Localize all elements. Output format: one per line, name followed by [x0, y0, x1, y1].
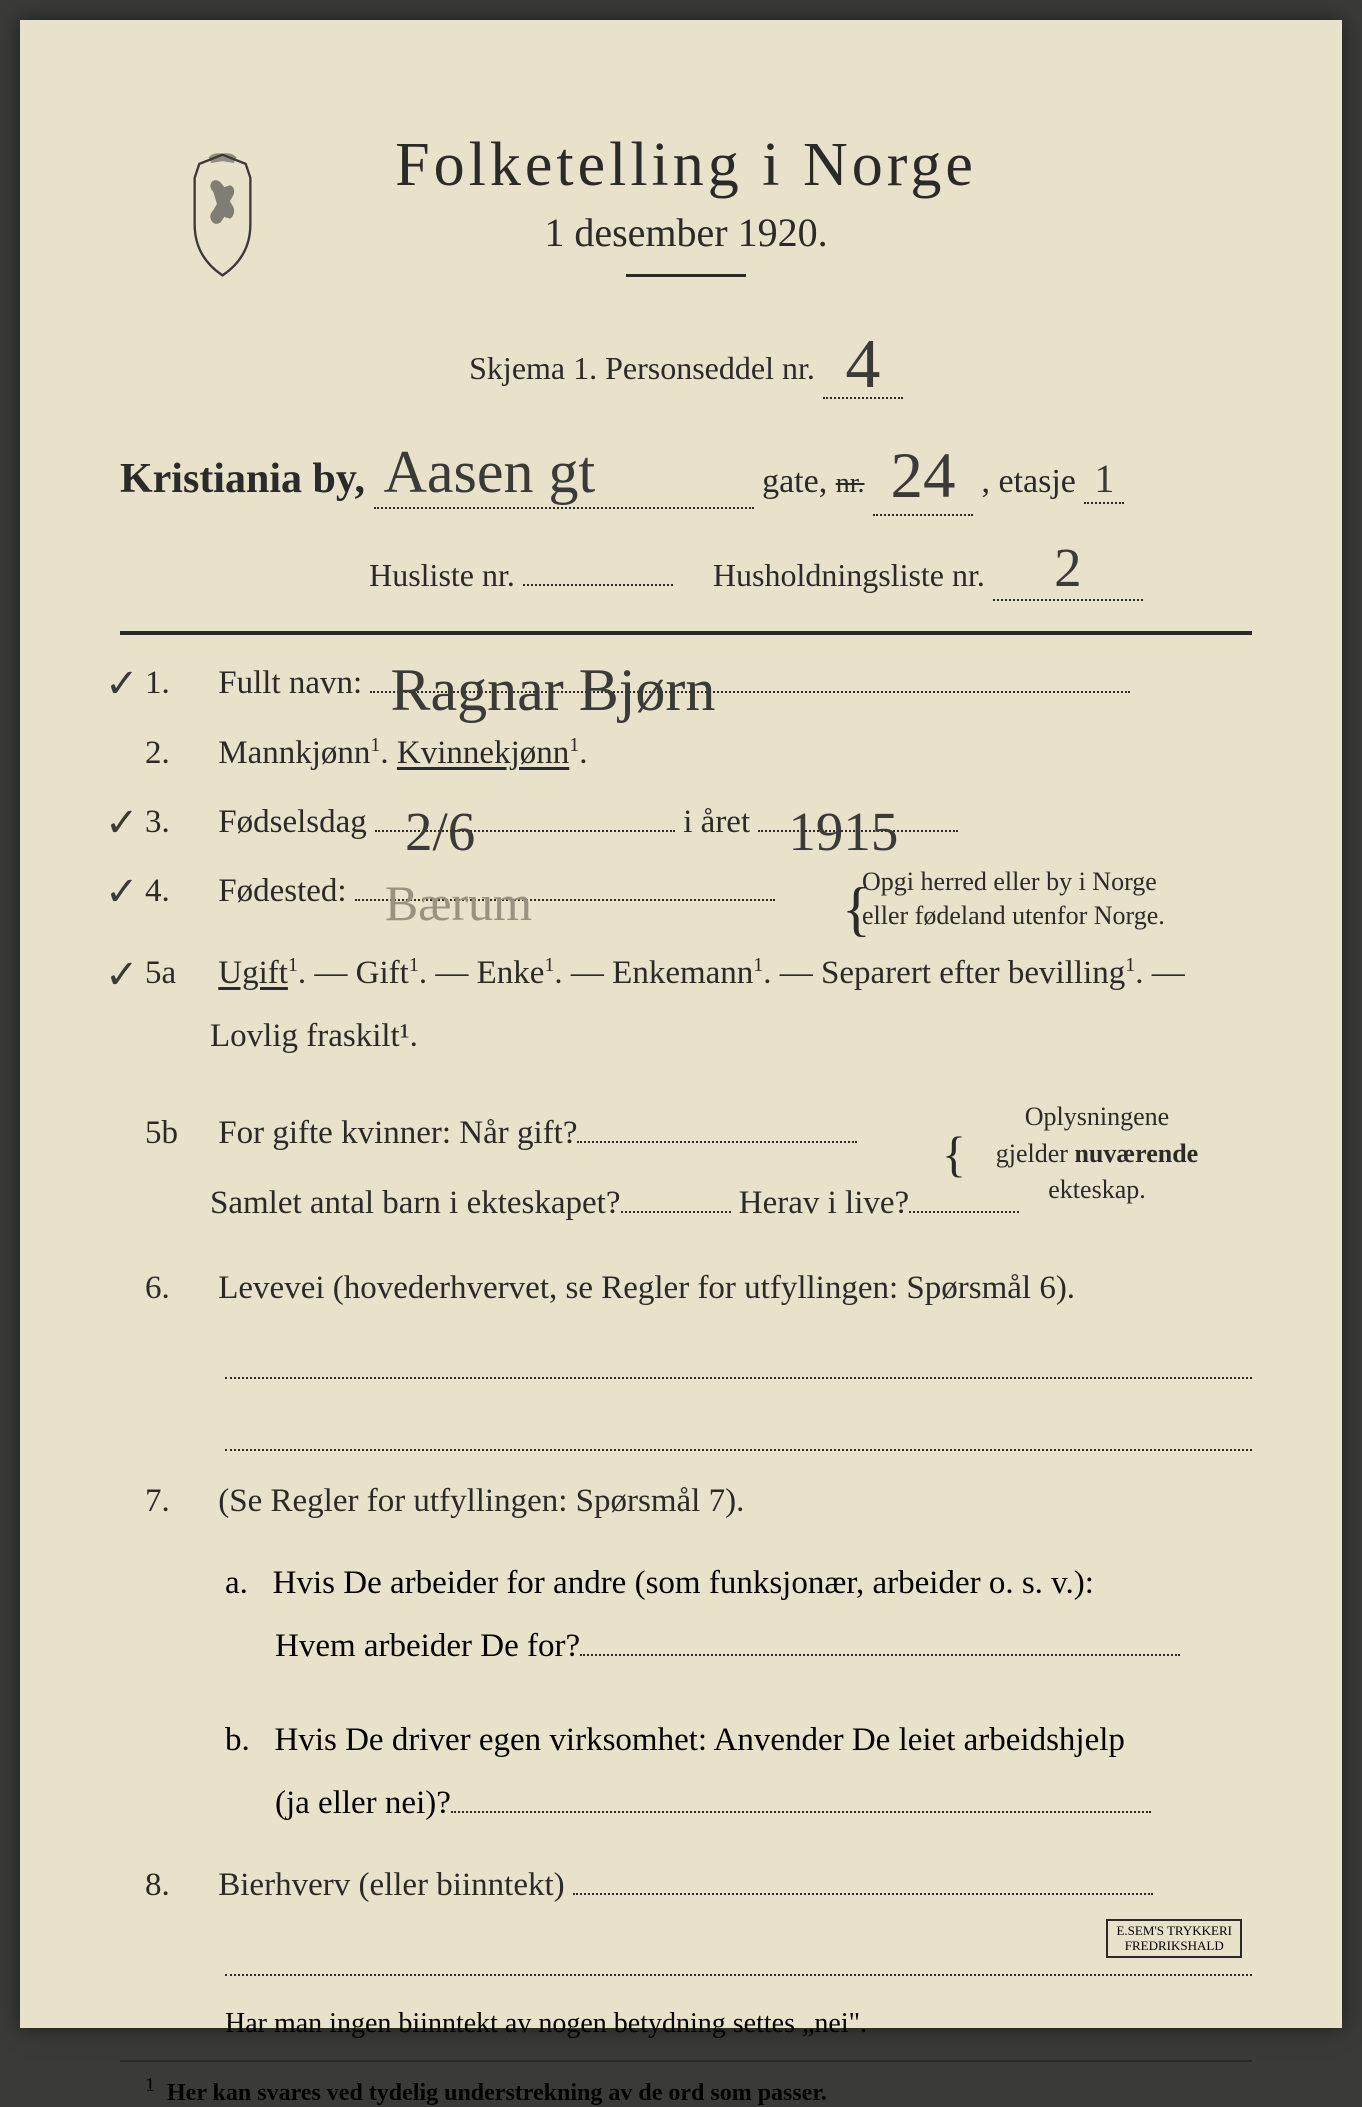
footnote: 1 Her kan svares ved tydelig understrekn… [120, 2074, 1252, 2107]
q7a-text2: Hvem arbeider De for? [275, 1628, 580, 1664]
q1-value: Ragnar Bjørn [390, 656, 715, 725]
gate-label: gate, [762, 463, 827, 500]
q5a-options: Ugift1. — Gift1. — Enke1. — Enkemann1. —… [218, 955, 1184, 991]
q7b: b. Hvis De driver egen virksomhet: Anven… [120, 1709, 1252, 1834]
q5b-note: { Oplysningene gjelder nuværende ekteska… [972, 1099, 1222, 1208]
husliste-line: Husliste nr. Husholdningsliste nr. 2 [260, 536, 1252, 601]
address-line: Kristiania by, Aasen gt gate, nr. 24 , e… [120, 434, 1252, 511]
husliste-label: Husliste nr. [369, 557, 515, 593]
footer-note: Har man ingen biinntekt av nogen betydni… [225, 2008, 1252, 2040]
printer-stamp: E.SEM'S TRYKKERIFREDRIKSHALD [1106, 1919, 1242, 1958]
q3-row: ✓ 3. Fødselsdag 2/6 i året 1915 [120, 804, 1252, 841]
q5b-l3: Herav i live? [739, 1185, 909, 1221]
q3-date-value: 2/6 [405, 800, 475, 863]
nr-label: nr. [836, 468, 865, 499]
q5b-l1: For gifte kvinner: Når gift? [218, 1115, 577, 1151]
q8-num: 8. [145, 1867, 210, 1904]
q5a-num: 5a [145, 942, 210, 1005]
form-header: Folketelling i Norge 1 desember 1920. Sk… [120, 130, 1252, 601]
q3-label: Fødselsdag [218, 804, 367, 840]
q4-row: ✓ 4. Fødested: Bærum { Opgi herred eller… [120, 873, 1252, 910]
main-divider [120, 631, 1252, 635]
q7-row: 7. (Se Regler for utfyllingen: Spørsmål … [120, 1483, 1252, 1520]
checkmark-icon: ✓ [105, 868, 139, 915]
q3-num: 3. [145, 804, 210, 841]
q8-fill-line [225, 1936, 1252, 1976]
q8-label: Bierhverv (eller biinntekt) [218, 1867, 564, 1903]
q7a: a. Hvis De arbeider for andre (som funks… [120, 1552, 1252, 1677]
checkmark-icon: ✓ [105, 660, 139, 707]
checkmark-icon: ✓ [105, 937, 139, 1013]
title-divider [626, 274, 746, 277]
etasje-value: 1 [1084, 455, 1124, 504]
q5b-num: 5b [145, 1099, 210, 1168]
q2-opt2-selected: Kvinnekjønn [397, 735, 569, 771]
q7b-label: b. [225, 1722, 250, 1758]
q2-opt1: Mannkjønn1. [218, 735, 388, 771]
form-subtitle: 1 desember 1920. [120, 209, 1252, 256]
q6-num: 6. [145, 1270, 210, 1307]
q7-num: 7. [145, 1483, 210, 1520]
q2-num: 2. [145, 735, 210, 772]
gate-number: 24 [873, 439, 973, 516]
q4-note: { Opgi herred eller by i Norge eller fød… [862, 865, 1232, 933]
q7a-label: a. [225, 1565, 248, 1601]
coat-of-arms-icon [175, 150, 270, 280]
q6-row: 6. Levevei (hovederhvervet, se Regler fo… [120, 1270, 1252, 1307]
q5a-row: ✓ 5a Ugift1. — Gift1. — Enke1. — Enkeman… [120, 942, 1252, 1067]
q7-label: (Se Regler for utfyllingen: Spørsmål 7). [218, 1483, 744, 1519]
q5b-l2: Samlet antal barn i ekteskapet? [210, 1185, 621, 1221]
q6-fill-line [225, 1339, 1252, 1379]
husholdning-value: 2 [1054, 537, 1082, 598]
q7a-text1: Hvis De arbeider for andre (som funksjon… [273, 1565, 1094, 1601]
q6-fill-line2 [225, 1411, 1252, 1451]
q1-row: ✓ 1. Fullt navn: Ragnar Bjørn [120, 665, 1252, 702]
q8-row: 8. Bierhverv (eller biinntekt) [120, 1867, 1252, 1904]
census-form-page: Folketelling i Norge 1 desember 1920. Sk… [20, 20, 1342, 2028]
q4-label: Fødested: [218, 873, 346, 909]
street-value: Aasen gt [374, 438, 754, 509]
q6-label: Levevei (hovederhvervet, se Regler for u… [218, 1270, 1075, 1306]
q4-num: 4. [145, 873, 210, 910]
q4-value: Bærum [385, 874, 532, 932]
q1-label: Fullt navn: [218, 665, 362, 701]
q1-num: 1. [145, 665, 210, 702]
q2-row: 2. Mannkjønn1. Kvinnekjønn1. [120, 734, 1252, 772]
etasje-label: , etasje [981, 463, 1075, 500]
q5a-line2: Lovlig fraskilt¹. [210, 1018, 418, 1054]
q5b-row: 5b For gifte kvinner: Når gift? Samlet a… [120, 1099, 1252, 1238]
q3-mid: i året [683, 804, 750, 840]
q7b-text1: Hvis De driver egen virksomhet: Anvender… [275, 1722, 1125, 1758]
skjema-line: Skjema 1. Personseddel nr. 4 [120, 317, 1252, 399]
form-title: Folketelling i Norge [120, 130, 1252, 201]
q7b-text2: (ja eller nei)? [275, 1785, 451, 1821]
footer-divider [120, 2060, 1252, 2062]
husliste-value [523, 584, 673, 586]
husholdning-label: Husholdningsliste nr. [713, 557, 985, 593]
city-label: Kristiania by, [120, 456, 365, 502]
skjema-label: Skjema 1. Personseddel nr. [469, 350, 815, 386]
checkmark-icon: ✓ [105, 799, 139, 846]
q3-year-value: 1915 [788, 800, 898, 863]
personseddel-number: 4 [823, 325, 903, 405]
